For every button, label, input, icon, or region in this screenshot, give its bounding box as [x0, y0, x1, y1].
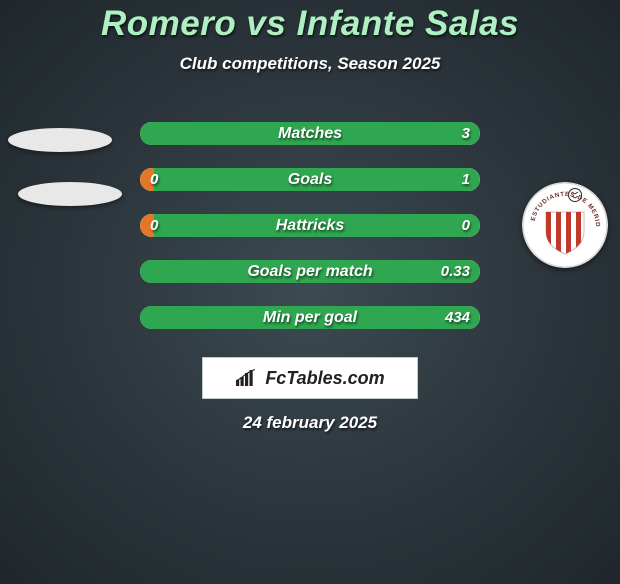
player1-badge-ellipse-a — [8, 128, 112, 152]
stat-row: Min per goal434 — [140, 306, 480, 329]
stat-value-right: 0 — [462, 217, 470, 234]
stat-row: Goals0 1 — [140, 168, 480, 191]
fctables-badge: FcTables.com — [202, 357, 418, 399]
stat-value-right: 3 — [462, 125, 470, 142]
player1-badge-ellipse-b — [18, 182, 122, 206]
stat-label: Hattricks — [140, 217, 480, 235]
stat-label: Min per goal — [140, 309, 480, 327]
stat-label: Goals — [140, 171, 480, 189]
stat-value-right: 1 — [462, 171, 470, 188]
bar-chart-icon — [235, 369, 257, 387]
stat-row: Matches3 — [140, 122, 480, 145]
subtitle: Club competitions, Season 2025 — [0, 54, 620, 74]
stat-value-right: 0.33 — [441, 263, 470, 280]
page-title: Romero vs Infante Salas — [0, 4, 620, 44]
stat-row: Hattricks0 0 — [140, 214, 480, 237]
stat-value-left: 0 — [150, 217, 158, 234]
stat-row: Goals per match0.33 — [140, 260, 480, 283]
stat-value-left: 0 — [150, 171, 158, 188]
stat-label: Goals per match — [140, 263, 480, 281]
stat-value-right: 434 — [445, 309, 470, 326]
fctables-label: FcTables.com — [265, 368, 384, 389]
date-text: 24 february 2025 — [0, 413, 620, 433]
club-crest-icon: ESTUDIANTES DE MERIDA FC — [522, 182, 608, 268]
stat-label: Matches — [140, 125, 480, 143]
player2-club-crest: ESTUDIANTES DE MERIDA FC — [522, 182, 608, 268]
